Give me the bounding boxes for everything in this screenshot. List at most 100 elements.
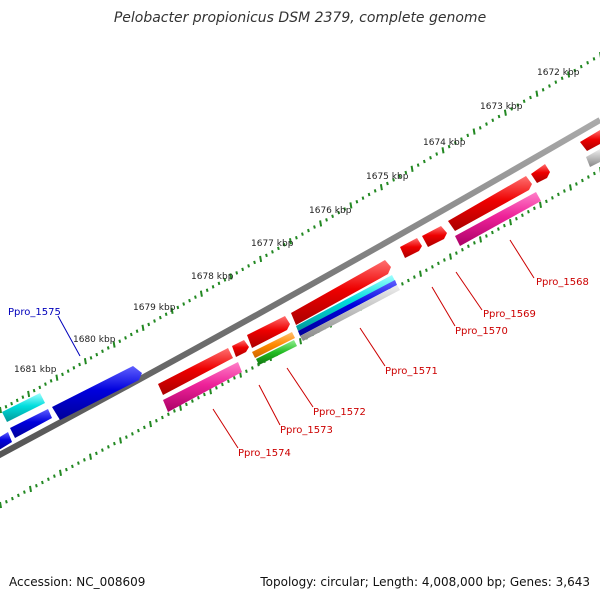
major-tick: [379, 184, 383, 191]
minor-tick: [373, 189, 377, 193]
minor-tick: [573, 68, 577, 73]
minor-tick: [265, 253, 268, 258]
minor-tick: [95, 352, 99, 357]
minor-tick: [203, 392, 206, 397]
gene-feature[interactable]: [163, 362, 242, 412]
minor-tick: [155, 419, 158, 423]
gene-feature[interactable]: [252, 332, 295, 358]
minor-tick: [197, 396, 200, 400]
minor-tick: [575, 182, 578, 186]
minor-tick: [361, 196, 365, 200]
gene-feature[interactable]: [580, 130, 600, 151]
minor-tick: [147, 322, 151, 327]
gene-label[interactable]: Ppro_1570: [455, 326, 508, 337]
leader-line: [212, 408, 239, 449]
minor-tick: [215, 386, 218, 390]
major-tick: [259, 255, 263, 263]
minor-tick: [21, 395, 25, 399]
major-tick: [149, 420, 152, 428]
gene-feature[interactable]: [10, 409, 52, 438]
minor-tick: [164, 312, 168, 317]
minor-tick: [227, 379, 230, 383]
minor-tick: [533, 206, 536, 211]
kbp-label: 1680 kbp: [73, 335, 116, 345]
gene-feature[interactable]: [256, 340, 297, 365]
gene-feature[interactable]: [455, 192, 541, 246]
gene-feature[interactable]: [247, 316, 290, 348]
gene-feature[interactable]: [400, 238, 422, 258]
minor-tick: [253, 260, 256, 265]
gene-feature[interactable]: [52, 366, 142, 420]
major-tick: [289, 238, 292, 245]
label-leader-lines: [57, 239, 535, 449]
map-title: Pelobacter propionicus DSM 2379, complet…: [114, 10, 486, 26]
genome-summary-text: Topology: circular; Length: 4,008,000 bp…: [259, 575, 590, 589]
gene-feature[interactable]: [232, 340, 249, 357]
minor-tick: [522, 99, 526, 104]
leader-line: [509, 239, 535, 279]
gene-feature[interactable]: [448, 176, 532, 231]
minor-tick: [401, 282, 404, 286]
minor-tick: [61, 372, 64, 377]
gene-feature[interactable]: [2, 393, 45, 422]
minor-tick: [217, 281, 221, 286]
minor-tick: [10, 401, 13, 406]
gene-feature[interactable]: [298, 280, 397, 336]
gene-feature[interactable]: [300, 285, 400, 341]
gene-label[interactable]: Ppro_1571: [385, 366, 438, 377]
gene-feature[interactable]: [422, 226, 447, 247]
minor-tick: [398, 174, 402, 178]
forward-strand-features: [2, 130, 600, 422]
minor-tick: [491, 118, 495, 123]
minor-tick: [579, 64, 583, 69]
major-tick: [83, 358, 87, 365]
minor-tick: [271, 250, 274, 254]
minor-tick: [143, 425, 146, 430]
gene-feature[interactable]: [586, 149, 600, 167]
gene-feature[interactable]: [0, 432, 12, 450]
minor-tick: [587, 175, 590, 179]
gene-feature[interactable]: [296, 275, 395, 331]
minor-tick: [118, 339, 122, 344]
gene-label[interactable]: Ppro_1573: [280, 425, 333, 436]
minor-tick: [44, 382, 47, 386]
major-tick: [319, 220, 323, 227]
minor-tick: [153, 319, 156, 323]
minor-tick: [191, 399, 194, 403]
minor-tick: [23, 490, 26, 494]
kbp-label: 1679 kbp: [133, 303, 176, 313]
gene-feature[interactable]: [291, 260, 391, 325]
gene-label[interactable]: Ppro_1568: [536, 277, 589, 288]
minor-tick: [497, 114, 501, 119]
gene-feature[interactable]: [531, 164, 550, 183]
major-tick: [170, 307, 174, 315]
minor-tick: [95, 451, 98, 456]
minor-tick: [131, 432, 134, 436]
major-tick: [419, 270, 422, 277]
major-tick: [229, 273, 233, 280]
minor-tick: [257, 362, 260, 367]
minor-tick: [101, 448, 104, 452]
minor-tick: [485, 234, 488, 238]
minor-tick: [473, 241, 476, 245]
minor-tick: [106, 346, 110, 350]
gene-feature[interactable]: [158, 348, 233, 395]
minor-tick: [4, 405, 8, 409]
major-tick: [119, 437, 122, 444]
gene-label[interactable]: Ppro_1572: [313, 407, 366, 418]
gene-label[interactable]: Ppro_1569: [483, 309, 536, 320]
leader-line: [431, 286, 456, 327]
minor-tick: [173, 409, 176, 413]
minor-tick: [510, 107, 513, 111]
minor-tick: [125, 435, 128, 439]
minor-tick: [113, 441, 116, 446]
gene-label[interactable]: Ppro_1574: [238, 448, 291, 459]
leader-line: [455, 271, 483, 311]
major-tick: [29, 485, 32, 493]
outer-tick-arc: [0, 52, 600, 414]
minor-tick: [211, 285, 215, 289]
minor-tick: [437, 261, 440, 266]
gene-label[interactable]: Ppro_1575: [8, 307, 61, 318]
kbp-labels: 1672 kbp 1673 kbp 1674 kbp 1675 kbp 1676…: [14, 68, 580, 375]
